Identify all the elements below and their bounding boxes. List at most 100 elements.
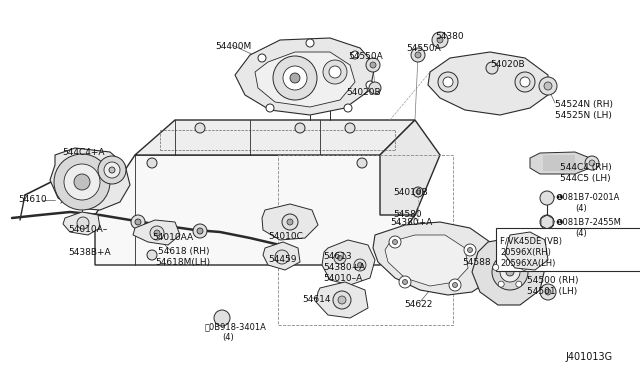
Circle shape xyxy=(351,51,359,59)
Circle shape xyxy=(357,158,367,168)
Circle shape xyxy=(214,310,230,326)
Circle shape xyxy=(98,156,126,184)
Circle shape xyxy=(432,32,448,48)
Polygon shape xyxy=(255,52,355,107)
Polygon shape xyxy=(472,238,545,305)
Text: 54400M: 54400M xyxy=(215,42,252,51)
Circle shape xyxy=(438,72,458,92)
Circle shape xyxy=(544,82,552,90)
Circle shape xyxy=(338,296,346,304)
Text: 54020B: 54020B xyxy=(346,88,381,97)
Text: ❶081B7-0201A: ❶081B7-0201A xyxy=(555,193,620,202)
Circle shape xyxy=(333,291,351,309)
Circle shape xyxy=(540,284,556,300)
Text: 544C4+A: 544C4+A xyxy=(62,148,104,157)
Text: 54010B: 54010B xyxy=(393,188,428,197)
Polygon shape xyxy=(380,120,440,215)
Circle shape xyxy=(392,240,397,244)
Text: 54524N (RH): 54524N (RH) xyxy=(555,100,613,109)
Circle shape xyxy=(266,104,274,112)
Text: 54380: 54380 xyxy=(435,32,463,41)
Circle shape xyxy=(273,56,317,100)
Circle shape xyxy=(389,236,401,248)
Circle shape xyxy=(370,62,376,68)
Circle shape xyxy=(77,217,89,229)
Circle shape xyxy=(415,52,421,58)
Text: 54614: 54614 xyxy=(302,295,330,304)
Circle shape xyxy=(464,244,476,256)
Text: 54010AA: 54010AA xyxy=(152,233,193,242)
Text: 544C4 (RH): 544C4 (RH) xyxy=(560,163,612,172)
Text: 54010–A: 54010–A xyxy=(323,274,362,283)
Text: (4): (4) xyxy=(575,204,587,213)
Text: 54380+A: 54380+A xyxy=(390,218,432,227)
Circle shape xyxy=(54,154,110,210)
Circle shape xyxy=(520,77,530,87)
Circle shape xyxy=(486,62,498,74)
Polygon shape xyxy=(263,242,300,270)
Circle shape xyxy=(516,281,522,287)
Polygon shape xyxy=(530,152,590,174)
Circle shape xyxy=(150,226,164,240)
Polygon shape xyxy=(505,232,548,270)
Circle shape xyxy=(449,279,461,291)
Circle shape xyxy=(337,256,342,260)
Circle shape xyxy=(507,254,513,260)
Circle shape xyxy=(403,279,408,285)
Text: 54550A: 54550A xyxy=(348,52,383,61)
Text: 54622: 54622 xyxy=(404,300,433,309)
Circle shape xyxy=(258,54,266,62)
Circle shape xyxy=(437,37,443,43)
Polygon shape xyxy=(385,235,468,286)
Circle shape xyxy=(500,262,520,282)
Circle shape xyxy=(193,224,207,238)
Circle shape xyxy=(506,268,514,276)
Text: 54459: 54459 xyxy=(268,255,296,264)
Circle shape xyxy=(545,289,551,295)
Circle shape xyxy=(358,263,362,267)
Circle shape xyxy=(323,60,347,84)
Text: 54580: 54580 xyxy=(393,210,422,219)
Circle shape xyxy=(354,259,366,271)
Polygon shape xyxy=(95,155,415,265)
Polygon shape xyxy=(316,282,368,318)
Text: 54380+A: 54380+A xyxy=(323,263,365,272)
Circle shape xyxy=(345,123,355,133)
Circle shape xyxy=(369,82,381,94)
Text: F/VK45DE (VB): F/VK45DE (VB) xyxy=(500,237,562,246)
Circle shape xyxy=(287,219,293,225)
Circle shape xyxy=(135,219,141,225)
Polygon shape xyxy=(262,204,318,240)
Circle shape xyxy=(195,123,205,133)
Text: 54525N (LH): 54525N (LH) xyxy=(555,111,612,120)
Circle shape xyxy=(109,167,115,173)
Circle shape xyxy=(539,77,557,95)
Polygon shape xyxy=(63,212,100,235)
Text: ␹0B918-3401A: ␹0B918-3401A xyxy=(205,322,267,331)
Text: 54010A–: 54010A– xyxy=(68,225,108,234)
Circle shape xyxy=(452,282,458,288)
Text: 20596XA(LH): 20596XA(LH) xyxy=(500,259,556,268)
Circle shape xyxy=(467,247,472,253)
Circle shape xyxy=(282,214,298,230)
Text: 54501 (LH): 54501 (LH) xyxy=(527,287,577,296)
Text: 54618M(LH): 54618M(LH) xyxy=(155,258,210,267)
Circle shape xyxy=(306,39,314,47)
Circle shape xyxy=(585,156,599,170)
Polygon shape xyxy=(50,148,130,210)
Circle shape xyxy=(131,215,145,229)
Text: 20596X(RH): 20596X(RH) xyxy=(500,248,551,257)
Circle shape xyxy=(344,104,352,112)
Text: 54588: 54588 xyxy=(462,258,491,267)
Text: (4): (4) xyxy=(222,333,234,342)
Circle shape xyxy=(492,254,528,290)
Circle shape xyxy=(329,66,341,78)
Circle shape xyxy=(295,123,305,133)
Text: 544C5 (LH): 544C5 (LH) xyxy=(560,174,611,183)
Circle shape xyxy=(399,276,411,288)
Polygon shape xyxy=(133,220,180,245)
Bar xyxy=(496,228,640,271)
Circle shape xyxy=(443,77,453,87)
Circle shape xyxy=(64,164,100,200)
Circle shape xyxy=(411,48,425,62)
